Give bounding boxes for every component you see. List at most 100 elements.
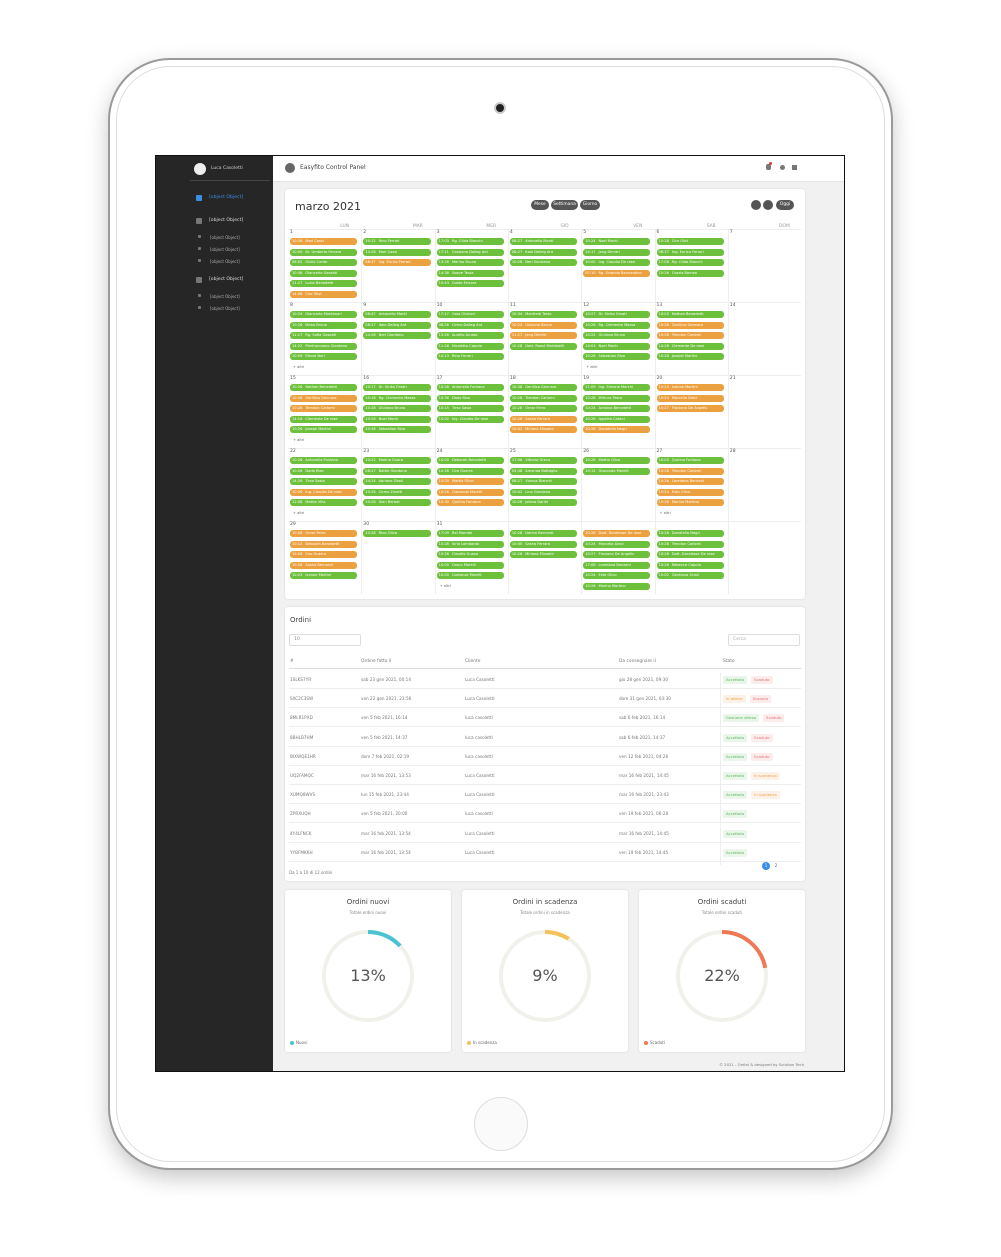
- more-link[interactable]: + altri: [439, 583, 451, 588]
- calendar-event[interactable]: 10:24 Esto Olivo: [656, 488, 724, 496]
- calendar-event[interactable]: 10:02 Miriana Ellsaeid: [509, 426, 578, 433]
- calendar-event[interactable]: 10:28 Trendon Carlomi: [509, 394, 578, 402]
- calendar-event[interactable]: 10:28 Joseph Martini: [656, 353, 724, 360]
- calendar-event[interactable]: 08:37 Ing. Enrico Ferrari: [363, 259, 431, 266]
- calendar-event[interactable]: 10:24 Giancarlo Montanari: [290, 311, 358, 318]
- calendar-event[interactable]: 14:24 Adriana Oboli: [363, 478, 431, 485]
- calendar-event[interactable]: 10:34 Manfredi Testa: [509, 311, 578, 318]
- calendar-event[interactable]: 10:28 Sasha Bernardi: [290, 561, 358, 569]
- calendar-event[interactable]: 14:38 Soave Testa: [436, 269, 504, 277]
- calendar-event[interactable]: 10:36 Giancarlo Gasaldi: [290, 269, 358, 277]
- calendar-event[interactable]: 11:27 Lucio Benedetti: [290, 280, 358, 287]
- calendar-event[interactable]: 10:00 Dr. Umberto Ferrara: [290, 248, 358, 256]
- calendar-event[interactable]: 17:17 Gaia Giuliani: [436, 311, 504, 318]
- calendar-event[interactable]: 08:27 Vianna Bianchi: [509, 478, 578, 485]
- calendar-event[interactable]: 10:27 Dr. Siriko Orsati: [583, 311, 651, 318]
- calendar-event[interactable]: 14:17 Jang Dimitri: [583, 248, 651, 256]
- calendar-event[interactable]: 10:26 Ciro Guerra: [436, 467, 504, 475]
- calendar-event[interactable]: 10:00 Sasha Ferrara: [509, 540, 578, 548]
- search-input[interactable]: Cerca: [728, 634, 800, 646]
- calendar-event[interactable]: 10:09 Ettore Neri: [290, 353, 358, 360]
- calendar-event[interactable]: 10:36 Dado Rizo: [436, 394, 504, 402]
- next-button[interactable]: [763, 200, 773, 210]
- nav-section[interactable]: [object Object]: [209, 218, 244, 223]
- view-button[interactable]: Mese: [531, 200, 549, 210]
- calendar-event[interactable]: 10:26 Donatella Negri: [583, 426, 651, 433]
- calendar-event[interactable]: 13:26 Marino Bruna: [436, 259, 504, 266]
- calendar-event[interactable]: 14:26 Neri Giordano: [363, 332, 431, 339]
- calendar-event[interactable]: 10:24 Esto Olivo: [583, 572, 651, 579]
- calendar-event[interactable]: 10:00 Deborah Benedetti: [436, 457, 504, 464]
- calendar-event[interactable]: 14:16 Clemente De rose: [290, 415, 358, 423]
- calendar-event[interactable]: 10:38 Gerillico Gennaro: [509, 384, 578, 391]
- calendar-event[interactable]: 10:26 Marino Martino: [583, 582, 651, 590]
- calendar-event[interactable]: 11:26 Nicoletta Caputo: [436, 342, 504, 350]
- calendar-event[interactable]: 17:08 Rg. Gilda Bianchi: [656, 259, 724, 266]
- calendar-event[interactable]: 10:28 Ippolito Catani: [583, 415, 651, 423]
- calendar-event[interactable]: 10:03 Nathan Benedetti: [656, 311, 724, 318]
- calendar-event[interactable]: 10:26 Ciro Guerra: [290, 551, 358, 558]
- calendar-event[interactable]: 17:09 Rai Morrobi: [436, 530, 504, 537]
- calendar-event[interactable]: 10:28 Gerillico Gennaro: [656, 321, 724, 329]
- calendar-event[interactable]: 10:00 Ing. Claudio De rose: [583, 259, 651, 266]
- calendar-event[interactable]: 10:28 Trendon Carlomi: [656, 467, 724, 475]
- calendar-event[interactable]: 10:24 Noel Monti: [583, 238, 651, 245]
- more-link[interactable]: + altri: [293, 364, 305, 369]
- more-link[interactable]: + altri: [293, 437, 305, 442]
- calendar-event[interactable]: 13:26 Aurelio Amato: [436, 332, 504, 339]
- calendar-event[interactable]: 10:28 Mirko Bruno: [290, 321, 358, 329]
- column-header[interactable]: Da consegnare il: [619, 659, 656, 664]
- calendar-event[interactable]: 10:00 Cesco Morelli: [436, 561, 504, 569]
- calendar-event[interactable]: 17:08 Loredana Benzani: [583, 561, 651, 569]
- calendar-event[interactable]: 14:22 Pierfrancesco Giordano: [290, 342, 358, 350]
- calendar-event[interactable]: 10:24 Marcella Dalci: [583, 540, 651, 548]
- calendar-event[interactable]: 07:10 Rg. Orlando Bennardino: [583, 269, 651, 277]
- calendar-event[interactable]: 10:36 Sebastian Rizo: [363, 426, 431, 433]
- calendar-event[interactable]: 10:13 Rino Ferrari: [436, 353, 504, 360]
- calendar-event[interactable]: 10:28 Mirtura Testa: [583, 394, 651, 402]
- calendar-event[interactable]: 10:24 Giuliano Bruno: [509, 321, 578, 329]
- calendar-event[interactable]: 10:00 Costanza Morelli: [436, 572, 504, 579]
- calendar-event[interactable]: 10:15 Tirso Sasia: [436, 405, 504, 412]
- calendar-event[interactable]: 17:11 Graziano Dalleg Ant: [436, 248, 504, 256]
- calendar-event[interactable]: 14:08 Ciro Olivi: [290, 290, 358, 298]
- calendar-event[interactable]: 08:27 Italo Dalleg Ant: [363, 321, 431, 329]
- calendar-event[interactable]: 10:28 Dott. Doralesse De rose: [656, 551, 724, 558]
- calendar-event[interactable]: 10:26 Marino Martino: [656, 499, 724, 506]
- nav-section[interactable]: [object Object]: [209, 195, 244, 200]
- calendar-event[interactable]: 10:28 Trendon Carlomi: [290, 405, 358, 412]
- calendar-event[interactable]: 10:26 Mari Cassi: [290, 238, 358, 245]
- calendar-event[interactable]: 10:27 Flaviano De Angelis: [656, 405, 724, 412]
- calendar-event[interactable]: 10:12 Rino Ferrari: [363, 238, 431, 245]
- nav-section[interactable]: [object Object]: [209, 277, 244, 282]
- calendar-event[interactable]: 10:03 Quirino Fontana: [656, 457, 724, 464]
- calendar-event[interactable]: 10:26 Joseph Martini: [290, 426, 358, 433]
- column-header[interactable]: Ordine fatto il: [361, 659, 392, 664]
- page-button[interactable]: 2: [772, 862, 780, 870]
- nav-item[interactable]: [object Object]: [210, 247, 240, 252]
- bell-icon[interactable]: [766, 164, 771, 170]
- calendar-event[interactable]: 17:08 Vittorio Greco: [509, 457, 578, 464]
- calendar-event[interactable]: 10:18 Rg. Clemente Massa: [363, 394, 431, 402]
- calendar-event[interactable]: 10:42 Lino Giordano: [509, 488, 578, 496]
- nav-item[interactable]: [object Object]: [210, 259, 240, 264]
- calendar-event[interactable]: 10:12 Giacondo Morelli: [583, 467, 651, 475]
- calendar-event[interactable]: 10:26 Rebecca Caputo: [656, 561, 724, 569]
- calendar-event[interactable]: 08:37 Ing. Enrico Ferrari: [656, 248, 724, 256]
- nav-item[interactable]: [object Object]: [210, 235, 240, 240]
- calendar-event[interactable]: 14:03 Noel Monti: [583, 342, 651, 350]
- logout-icon[interactable]: [792, 165, 797, 170]
- calendar-event[interactable]: 10:26 Loredana Benzani: [656, 478, 724, 485]
- nav-item[interactable]: [object Object]: [210, 306, 240, 311]
- calendar-event[interactable]: 10:28 Trendon Carlomi: [656, 332, 724, 339]
- calendar-event[interactable]: 10:23 Ivanoe Martini: [656, 384, 724, 391]
- calendar-event[interactable]: 10:43 Guido Ferrara: [436, 280, 504, 287]
- more-link[interactable]: + altri: [659, 510, 671, 515]
- calendar-event[interactable]: 10:28 Alan Berbat: [363, 499, 431, 506]
- calendar-event[interactable]: 14:28 Clemente De rose: [656, 342, 724, 350]
- calendar-event[interactable]: 10:28 Dott. Doralesse De rose: [583, 530, 651, 537]
- calendar-event[interactable]: 10:24 Arduino Benedetti: [583, 405, 651, 412]
- calendar-event[interactable]: 08:27 Battle Giordano: [363, 467, 431, 475]
- settings-icon[interactable]: [780, 165, 785, 170]
- calendar-event[interactable]: 10:28 Mattia Olivo: [583, 457, 651, 464]
